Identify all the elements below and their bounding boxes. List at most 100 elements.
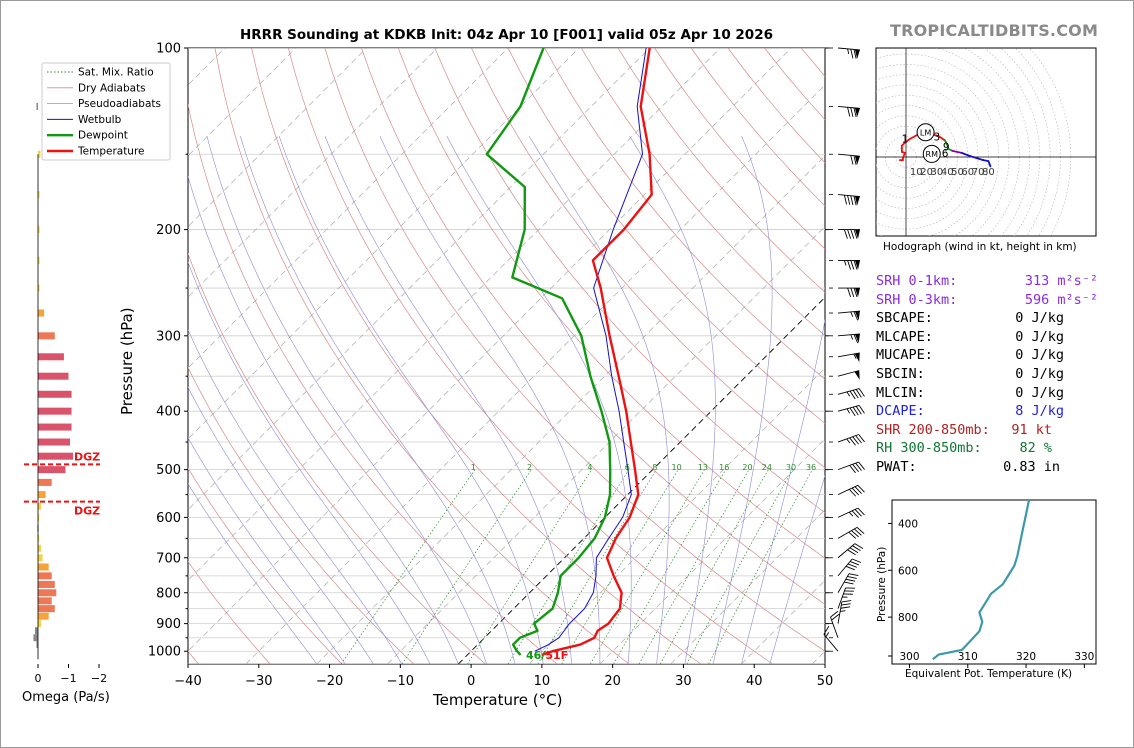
param-row: DCAPE: 8 J/kg — [876, 402, 1106, 421]
y-tick-label: 1000 — [148, 645, 181, 660]
barb-flag — [850, 49, 854, 59]
param-label: SBCAPE: — [876, 310, 933, 327]
legend-label: Pseudoadiabats — [78, 98, 161, 110]
theta-e-x-tick-label: 300 — [899, 651, 919, 663]
dry-adiabat — [188, 366, 414, 664]
x-tick-label: 40 — [746, 674, 763, 689]
wind-barb — [838, 287, 860, 298]
barb-flag — [850, 229, 855, 239]
param-row: MLCIN: 0 J/kg — [876, 384, 1106, 403]
wind-barb — [838, 229, 860, 239]
omega-bar — [38, 513, 40, 521]
omega-bar — [38, 580, 55, 588]
hodograph-ring-label: 10 — [910, 167, 923, 178]
theta-e-xlabel: Equivalent Pot. Temperature (K) — [905, 668, 1073, 680]
barb-staff — [837, 333, 860, 337]
barb-flag — [845, 587, 856, 589]
hodograph-ring-label: 30 — [931, 167, 944, 178]
isotherm-line — [528, 367, 825, 664]
y-tick-label: 200 — [156, 223, 181, 238]
omega-bar — [38, 478, 52, 486]
pseudo-adiabat — [206, 136, 487, 664]
hodograph-ring-label: 60 — [961, 167, 974, 178]
brand-watermark: TROPICALTIDBITS.COM — [890, 21, 1099, 40]
omega-bar — [36, 102, 38, 110]
dry-adiabat — [188, 252, 486, 664]
wind-barb — [830, 610, 840, 638]
theta-e-ylabel: Pressure (hPa) — [876, 546, 888, 622]
omega-bar — [38, 407, 72, 415]
storm-motion-marker — [916, 123, 935, 142]
barb-flag — [841, 603, 851, 606]
mixing-ratio-line — [613, 469, 727, 664]
x-tick-label: 30 — [675, 674, 692, 689]
barb-flag — [853, 195, 857, 206]
x-tick-label: −10 — [387, 674, 414, 689]
barb-flag — [847, 195, 851, 205]
mixing-ratio-label: 13 — [698, 463, 708, 472]
barb-staff — [823, 634, 839, 652]
param-label: PWAT: — [876, 458, 917, 475]
storm-motion-label: RM — [926, 150, 939, 159]
isotherm-line — [245, 84, 825, 664]
omega-x-tick-label: −1 — [60, 672, 76, 685]
mixing-ratio-line — [401, 469, 532, 664]
hodograph-ring-label: 70 — [972, 167, 985, 178]
barb-flag — [847, 229, 852, 239]
legend-label: Temperature — [77, 146, 145, 158]
isotherm-line — [458, 296, 825, 664]
theta-e-panel: 300 310 320 330 400 600 800 — [888, 499, 1097, 668]
omega-bar — [38, 332, 55, 340]
barb-half-flag — [847, 48, 850, 55]
barb-pennant — [854, 49, 860, 59]
param-row: RH 300-850mb: 82 % — [876, 439, 1106, 458]
wind-barb — [837, 543, 864, 559]
x-tick-label: 10 — [534, 674, 551, 689]
y-tick-label: 800 — [156, 586, 181, 601]
theta-e-y-tick-label: 600 — [898, 565, 918, 577]
omega-bar — [38, 534, 40, 542]
omega-bar — [36, 641, 38, 649]
omega-bar — [33, 634, 38, 642]
barb-flag — [857, 484, 865, 493]
mixing-ratio-line — [638, 469, 750, 664]
omega-panel: DGZ DGZ 0 −1 −2 — [24, 102, 107, 685]
param-value: 0 J/kg — [1015, 384, 1064, 401]
barb-staff — [837, 573, 850, 593]
barb-half-flag — [848, 511, 854, 517]
pseudo-adiabat — [188, 329, 402, 664]
barb-staff — [837, 434, 859, 443]
wind-barb — [837, 153, 860, 165]
barb-flag — [848, 531, 857, 539]
omega-x-tick-label: −2 — [91, 672, 107, 685]
theta-e-frame — [891, 499, 1097, 665]
mixing-ratio-line — [659, 469, 769, 664]
barb-staff — [837, 194, 860, 197]
wind-barb — [837, 106, 860, 118]
hodograph-ring-label: 40 — [941, 167, 954, 178]
mixing-ratio-line — [467, 469, 592, 664]
wind-barb — [837, 310, 860, 321]
param-row: PWAT: 0.83 in — [876, 458, 1106, 477]
omega-bars — [33, 102, 74, 649]
wind-barbs — [823, 47, 865, 652]
param-value: 91 kt — [1011, 421, 1052, 438]
barb-flag — [851, 510, 859, 519]
barb-flag — [848, 489, 857, 497]
mixing-ratio-label: 20 — [742, 463, 752, 472]
barb-staff — [837, 153, 860, 157]
barb-flag — [840, 606, 851, 609]
barb-flag — [851, 558, 862, 563]
barb-pennant — [854, 370, 860, 380]
legend-label: Dry Adiabats — [78, 82, 146, 94]
y-tick-label: 900 — [156, 617, 181, 632]
wind-barb — [823, 626, 839, 652]
mixing-ratio-line — [561, 469, 679, 664]
wind-barb — [837, 194, 860, 206]
barb-staff — [837, 543, 856, 559]
omega-axis: 0 −1 −2 — [35, 154, 107, 685]
y-tick-label: 600 — [156, 511, 181, 526]
omega-bar — [38, 554, 43, 562]
isotherm-line — [599, 438, 825, 664]
barb-half-flag — [842, 596, 848, 598]
